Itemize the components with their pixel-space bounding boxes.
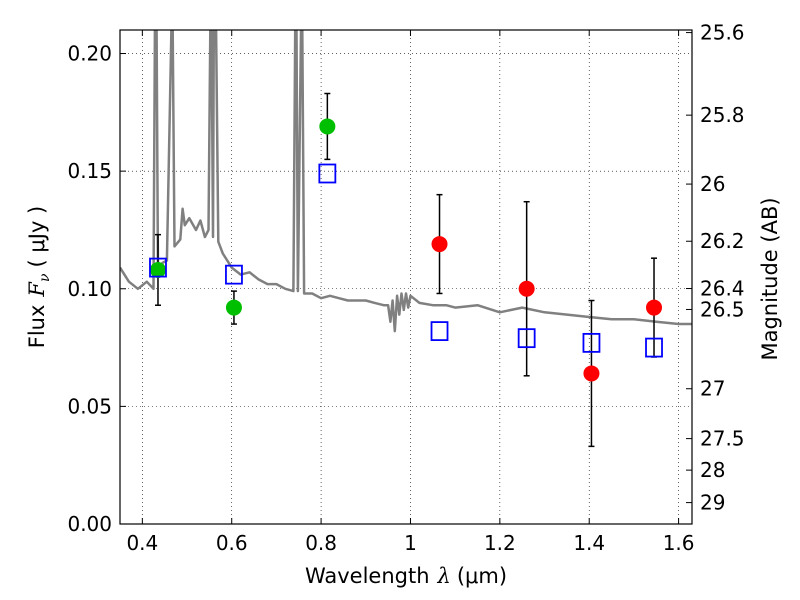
y2-axis-label: Magnitude (AB)	[758, 197, 782, 360]
x-tick-label: 1.4	[573, 531, 605, 555]
data-point	[518, 280, 535, 297]
data-point	[431, 236, 448, 253]
model-point	[582, 332, 601, 353]
y-axis-label: FluxFν( μJy )	[25, 206, 53, 348]
x-tick-label: 0.4	[126, 531, 158, 555]
y-tick-label: 0.10	[67, 277, 112, 301]
model-point	[225, 264, 243, 285]
photometry-markers	[149, 118, 663, 382]
y-tick-label: 0.15	[67, 159, 112, 183]
axis-ticks: 0.4 0.6 0.8 1 1.2 1.4 1.6 0.00 0.05 0.10 0.15 0.20 2…	[67, 21, 744, 555]
y2-tick-label: 27	[700, 377, 725, 401]
model-point	[149, 257, 167, 278]
spectrum-line	[120, 30, 692, 333]
x-tick-label: 1	[404, 531, 417, 555]
x-axis-label: Wavelength λ (μm)	[305, 564, 507, 588]
y2-tick-label: 26	[700, 172, 725, 196]
data-point	[583, 365, 600, 382]
plot-frame	[119, 29, 693, 525]
grid	[120, 30, 692, 525]
data-point	[646, 299, 663, 316]
x-tick-label: 1.6	[663, 531, 695, 555]
spectrum-curve	[120, 30, 692, 333]
y2-tick-label: 29	[700, 491, 725, 515]
y2-tick-label: 26.4	[700, 277, 745, 301]
y2-tick-label: 25.6	[700, 21, 745, 45]
model-point	[517, 328, 536, 349]
data-point	[149, 261, 166, 278]
model-point	[645, 337, 663, 358]
x-tick-label: 0.8	[305, 531, 337, 555]
y-tick-label: 0.00	[67, 512, 112, 536]
y2-tick-label: 25.8	[700, 103, 745, 127]
x-tick-label: 0.6	[216, 531, 248, 555]
y2-tick-label: 26.2	[700, 229, 745, 253]
model-point	[318, 163, 337, 184]
y-tick-label: 0.20	[67, 42, 112, 66]
error-bars	[154, 92, 658, 448]
model-point	[430, 321, 449, 342]
data-point	[319, 118, 336, 135]
y2-tick-label: 27.5	[700, 427, 745, 451]
data-point	[225, 299, 242, 316]
y2-tick-label: 28	[700, 458, 725, 482]
x-tick-label: 1.2	[484, 531, 516, 555]
y-tick-label: 0.05	[67, 394, 112, 418]
y2-tick-label: 26.5	[700, 297, 745, 321]
